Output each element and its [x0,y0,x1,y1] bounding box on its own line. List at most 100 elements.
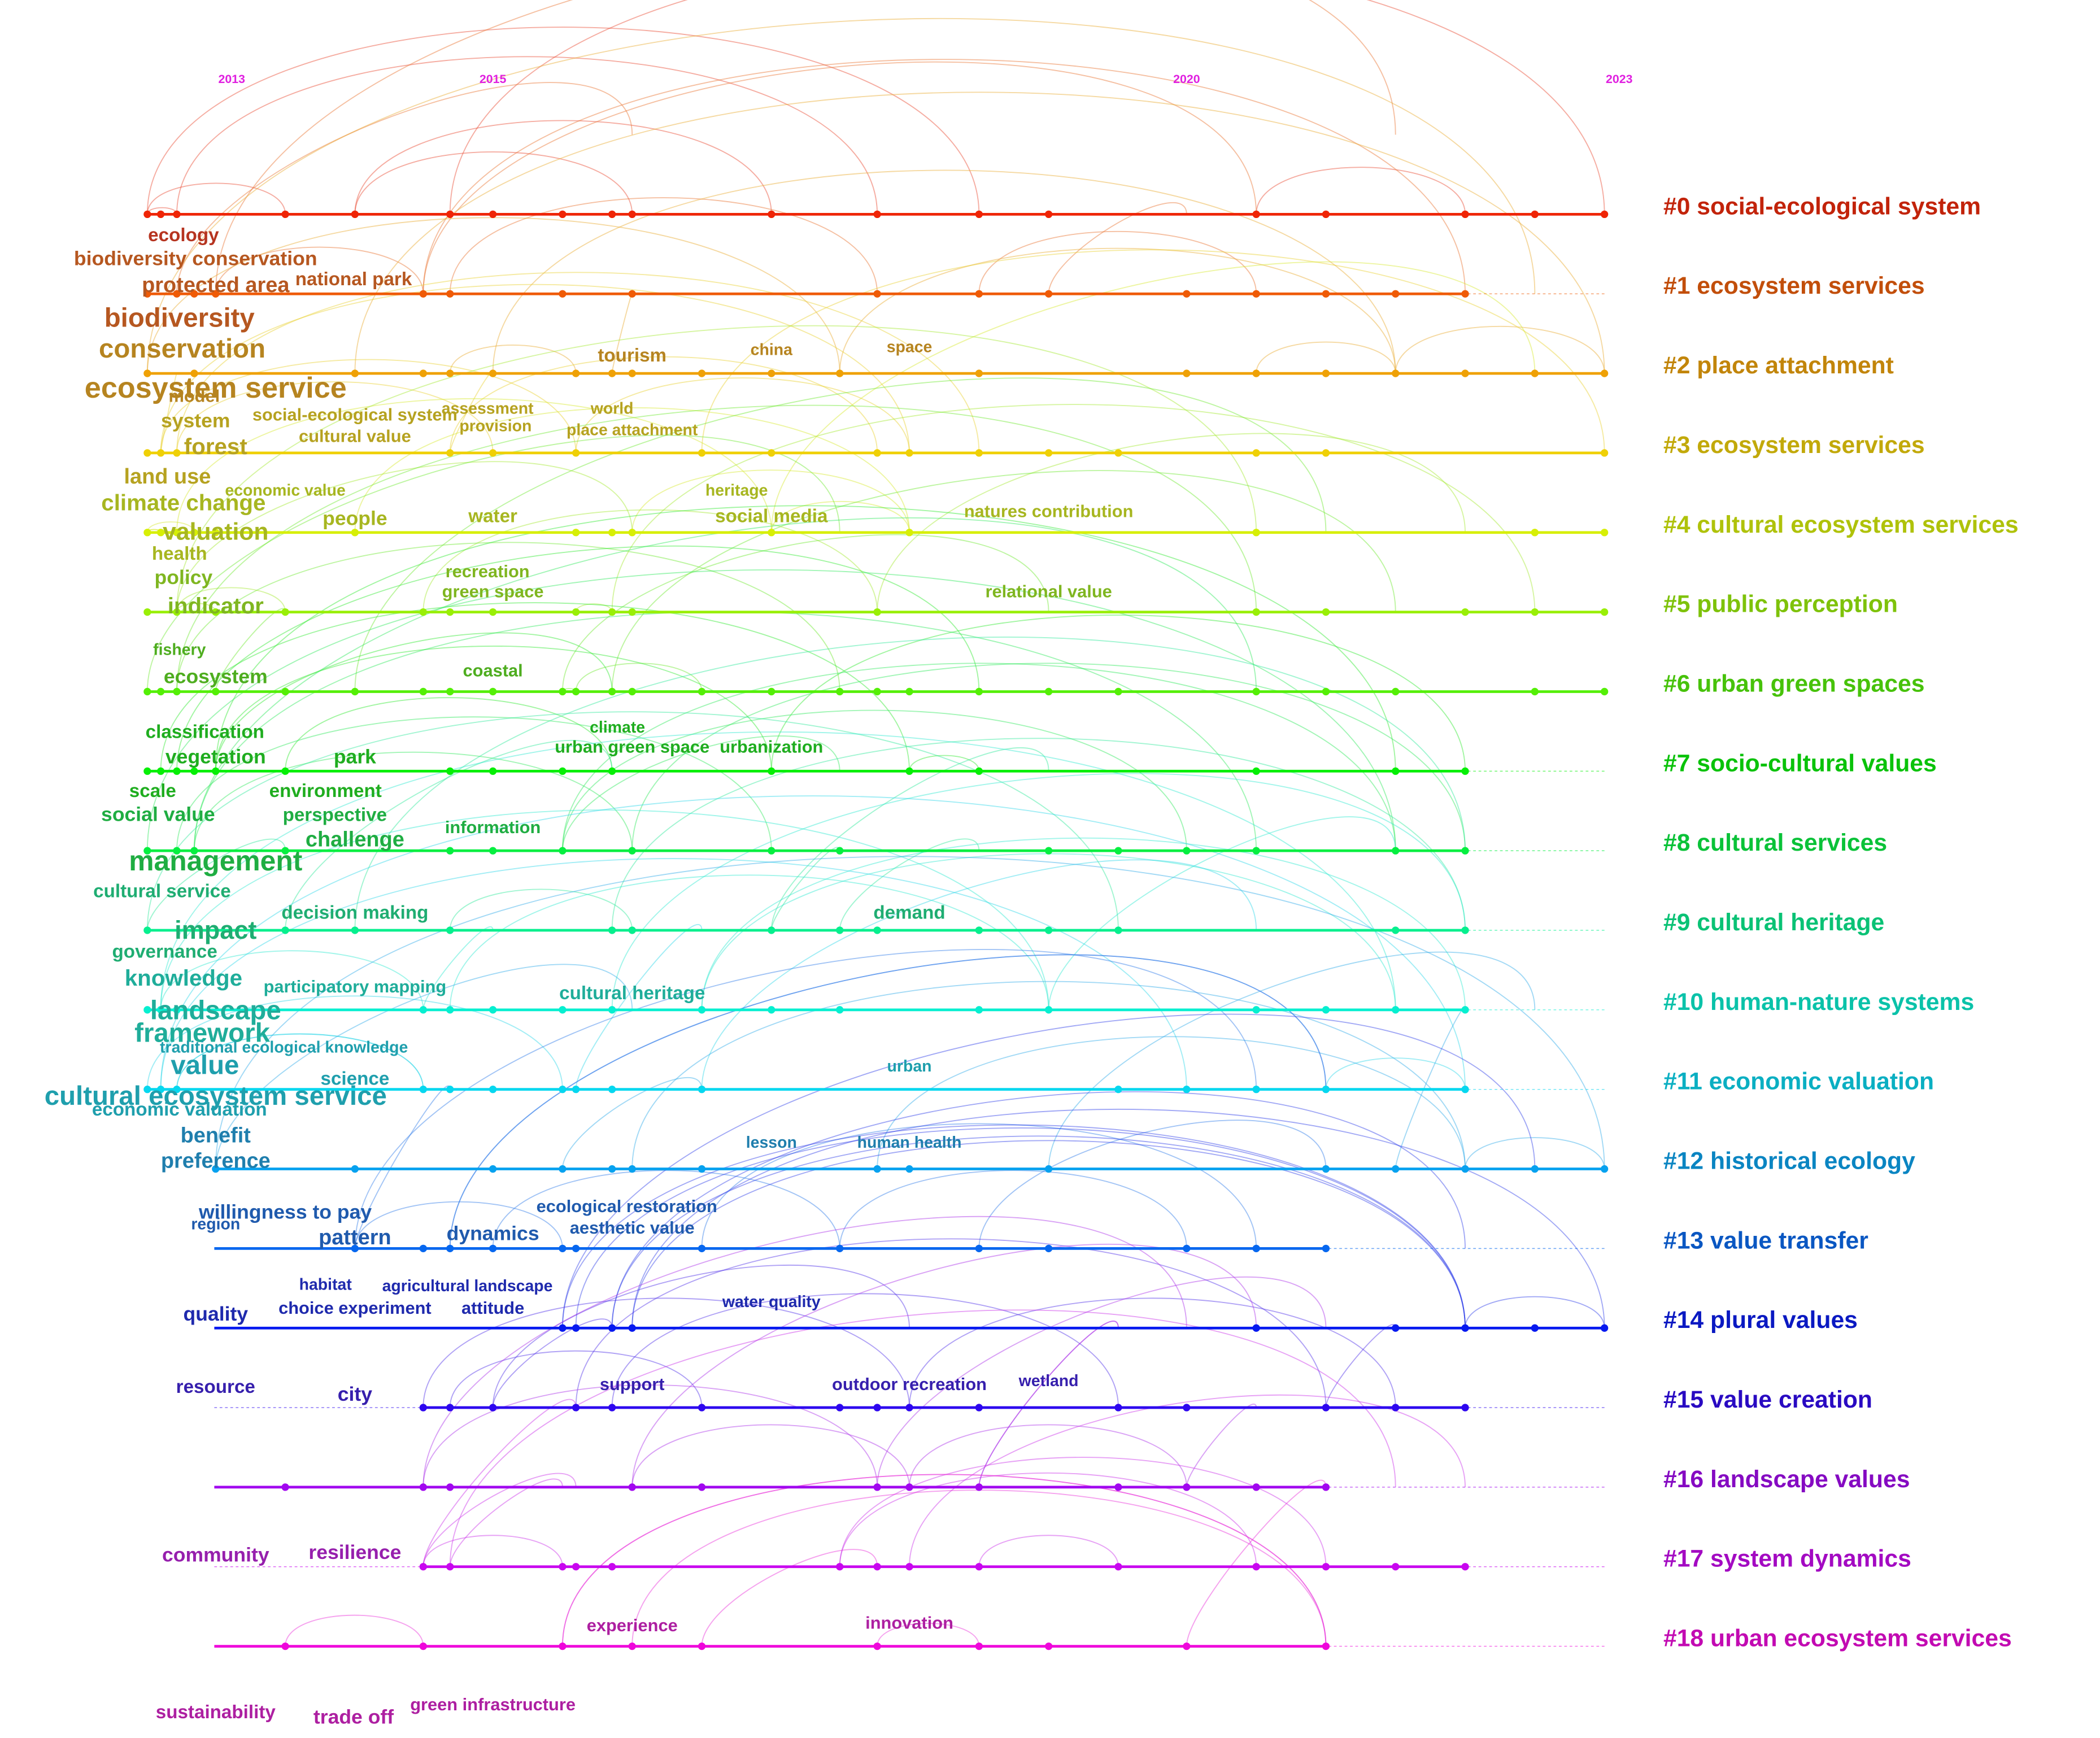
node [173,1086,181,1094]
node [572,1324,580,1332]
keyword: heritage [705,481,768,499]
keyword: resource [176,1377,255,1397]
node [446,290,454,298]
arc [631,981,1466,1169]
node [1044,290,1053,298]
node [608,369,616,377]
arc [877,1036,1466,1169]
node [1114,847,1122,855]
node [1322,1086,1330,1094]
node [1531,369,1539,377]
cluster-label: #17 system dynamics [1663,1545,1911,1573]
node [143,1006,151,1014]
node [446,1244,454,1252]
arc [631,663,1466,851]
node [1392,1324,1400,1332]
node [351,1165,359,1173]
node [1461,210,1469,219]
keyword: conservation [99,334,265,364]
arc [215,608,286,692]
node [975,290,983,298]
node [1461,1324,1469,1332]
cluster-label: #9 cultural heritage [1663,909,1884,936]
node [559,290,567,298]
keyword: national park [295,269,412,290]
arc [354,377,1327,692]
node [281,1642,289,1650]
node [489,1244,497,1252]
node [698,449,706,457]
keyword: community [162,1544,269,1566]
arc [176,716,772,851]
node [628,687,636,696]
node [419,290,427,298]
node [975,767,983,775]
node [1322,369,1330,377]
node [572,1563,580,1571]
arc [285,1614,424,1646]
arc [422,509,878,612]
keyword: water quality [722,1293,821,1311]
keyword: cultural value [299,426,411,446]
cluster-label: #10 human-nature systems [1663,988,1974,1016]
arc [909,1424,1187,1487]
arc [449,888,633,930]
node [446,369,454,377]
keyword: land use [124,465,211,489]
arc [978,1120,1327,1249]
node [768,449,775,457]
node [905,1563,913,1571]
arc [839,247,1396,374]
node [1392,847,1400,855]
arc [176,272,980,453]
node [1044,926,1053,934]
arc [215,964,633,1169]
arc [611,773,1466,1010]
keyword: lesson [746,1134,797,1152]
arc [449,954,1327,1249]
arc [285,739,613,930]
keyword: model [168,386,220,406]
node [1252,369,1260,377]
node [173,687,181,696]
arc [575,1127,1466,1328]
arc [422,1384,878,1487]
node [1322,1244,1330,1252]
node [768,529,775,537]
node [608,529,616,537]
arc [1048,202,1187,294]
node [143,608,151,616]
arc [1256,167,1466,215]
arc [449,1309,1396,1567]
arc [146,711,1119,930]
keyword: benefit [181,1124,251,1148]
node [608,1165,616,1173]
arc [146,182,286,215]
node [419,1086,427,1094]
node [1392,687,1400,696]
keyword: scale [129,781,176,802]
arc [839,1473,1257,1567]
node [1252,847,1260,855]
node [156,767,165,775]
keyword: region [191,1216,240,1234]
keyword: challenge [306,828,404,852]
keyword: management [129,845,302,877]
node [173,1006,181,1014]
keyword: cultural heritage [559,983,705,1004]
node [1601,449,1609,457]
node [173,290,181,298]
arc [561,1474,1327,1646]
node [212,687,220,696]
arc [561,709,1187,851]
node [419,1483,427,1491]
keyword: recreation [446,561,530,581]
cluster-label: #7 socio-cultural values [1663,750,1937,777]
node [489,449,497,457]
node [143,847,151,855]
keyword: ecosystem service [85,372,347,404]
arc [877,433,1466,612]
arc [422,926,494,1010]
keyword: innovation [865,1613,953,1632]
arc [611,738,1466,930]
